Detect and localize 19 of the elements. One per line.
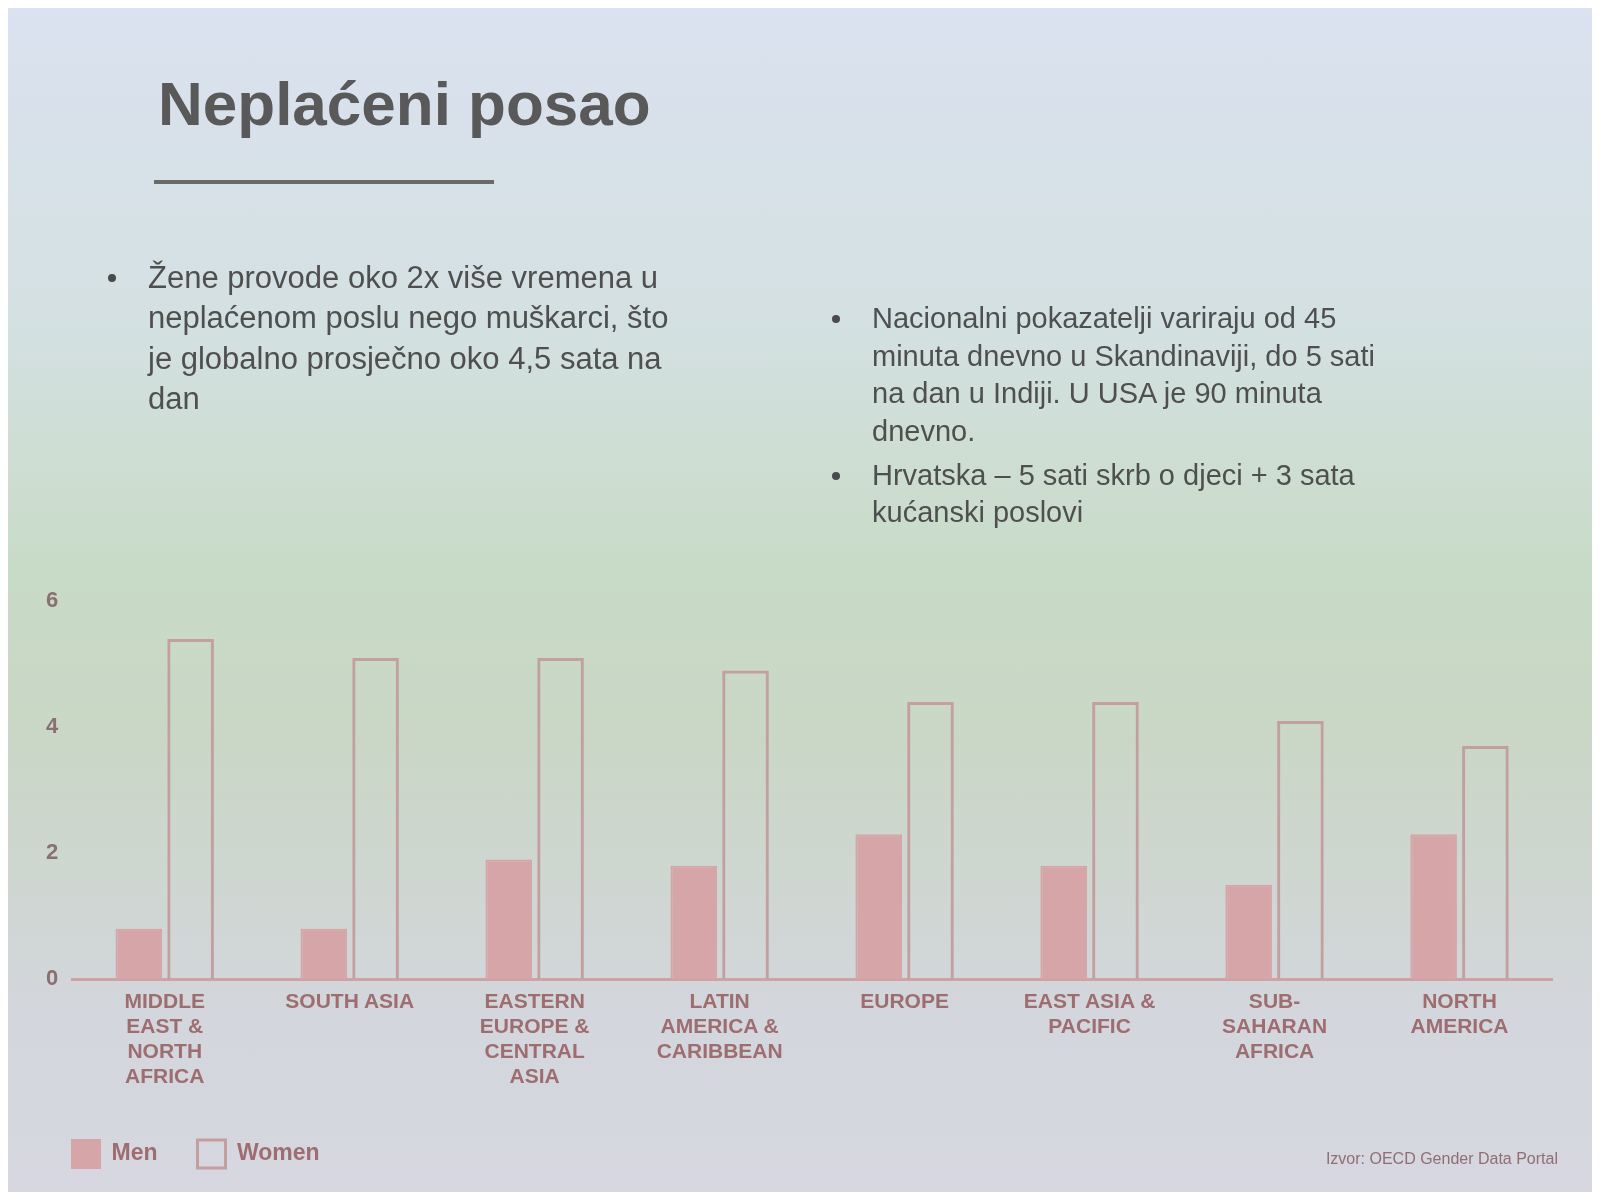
y-tick-label: 0 (45, 965, 59, 991)
x-tick-label: SUB-SAHARAN AFRICA (1222, 988, 1328, 1062)
y-tick-label: 6 (45, 587, 59, 613)
text: Nacionalni pokazatelji variraju od 45 minuta dnevno u Skandinaviji, do 5 sati na dan u Indiji. U USA je 90 minuta dnevno. (872, 301, 1376, 450)
x-tick-label: NORTH AMERICA (1410, 988, 1509, 1037)
legend-label: Women (237, 1139, 320, 1166)
y-tick-label: 2 (45, 839, 59, 865)
x-tick-label: EAST ASIA & PACIFIC (1023, 988, 1156, 1037)
text: Žene provode oko 2x više vremena u neplaćenom poslu nego muškarci, što je globalno prosječno oko 4,5 sata na dan (148, 259, 670, 418)
x-tick-label: SOUTH ASIA (285, 988, 415, 1012)
y-tick-label: 4 (45, 713, 59, 739)
legend-label: Men (111, 1139, 158, 1166)
text: Hrvatska – 5 sati skrb o djeci + 3 sata kućanski poslovi (872, 457, 1356, 531)
x-tick-label: MIDDLE EAST & NORTH AFRICA (124, 988, 205, 1088)
chart-title: Neplaćeni posao (158, 68, 651, 139)
x-tick-label: LATIN AMERICA & CARIBBEAN (656, 988, 783, 1062)
text: Izvor: OECD Gender Data Portal (1325, 1150, 1558, 1168)
x-tick-label: EUROPE (860, 988, 949, 1012)
x-tick-label: EASTERN EUROPE & CENTRAL ASIA (479, 988, 590, 1088)
